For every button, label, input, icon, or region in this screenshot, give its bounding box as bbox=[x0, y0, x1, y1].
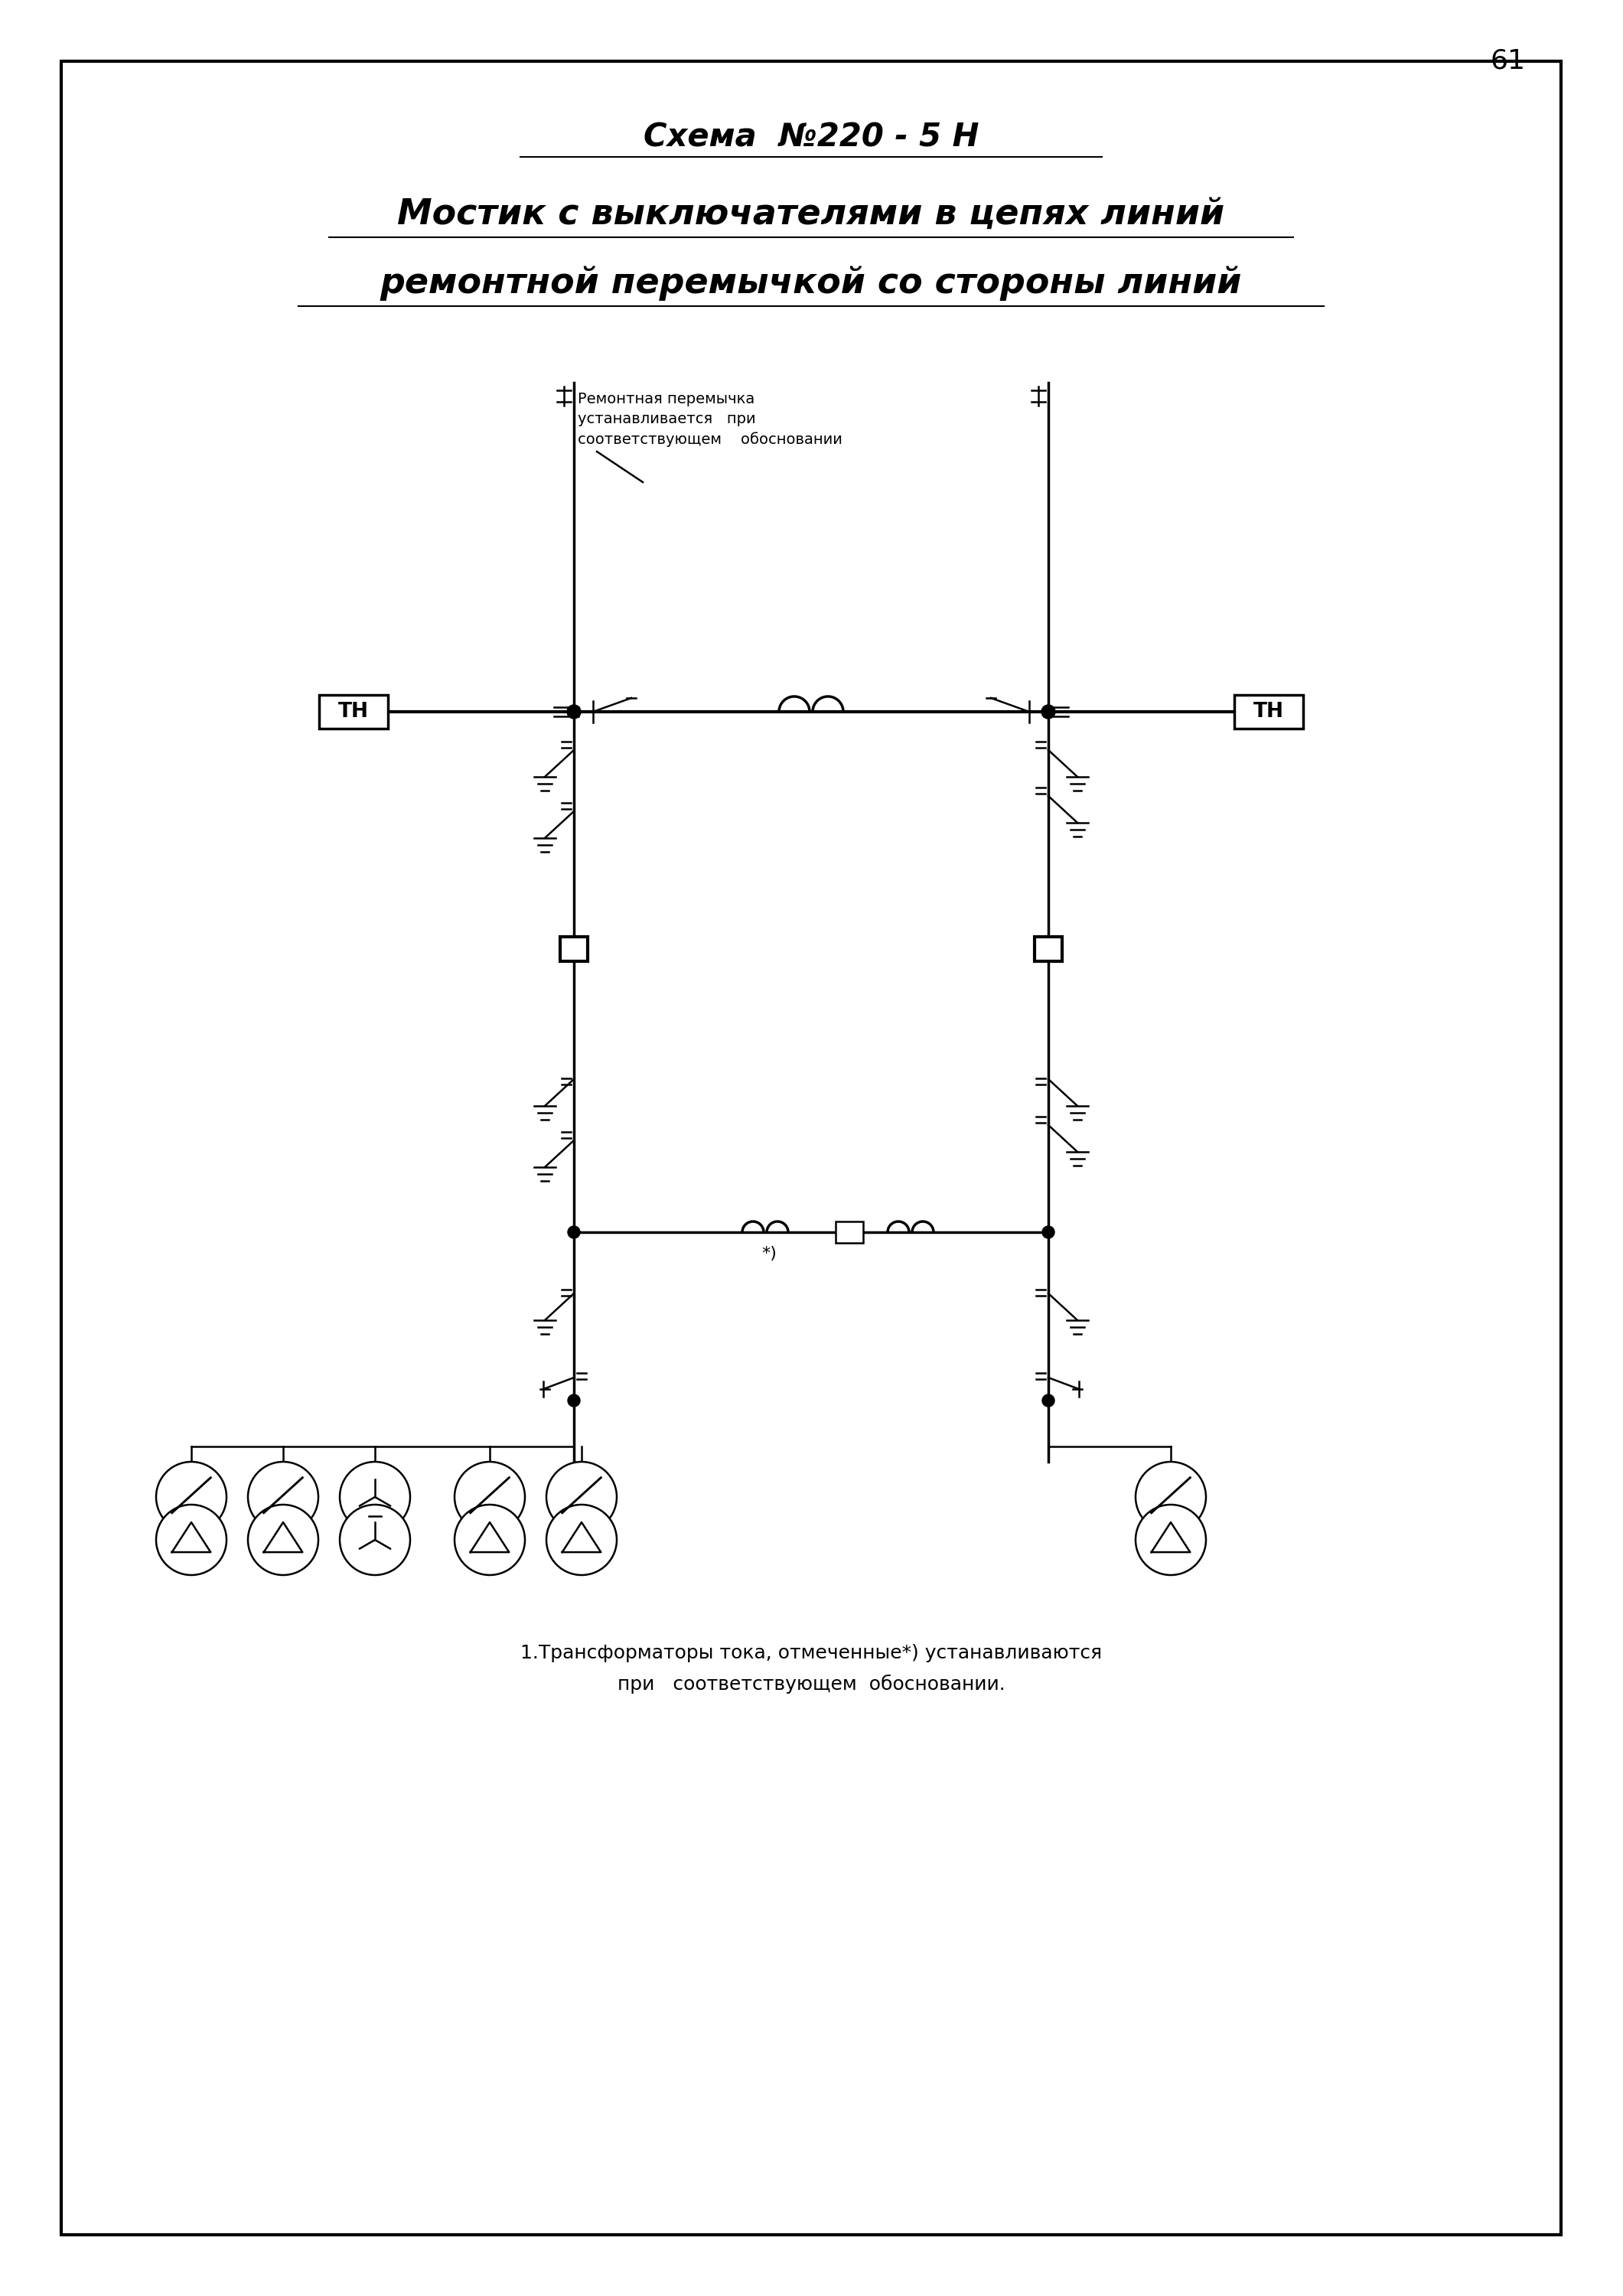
Text: ТН: ТН bbox=[1253, 703, 1284, 721]
Text: ТН: ТН bbox=[338, 703, 368, 721]
Bar bbox=[836, 1221, 863, 1242]
Bar bbox=[1233, 696, 1303, 728]
Text: Схема  №220 - 5 Н: Схема №220 - 5 Н bbox=[643, 122, 979, 154]
Circle shape bbox=[454, 1504, 524, 1575]
Circle shape bbox=[566, 705, 581, 719]
Circle shape bbox=[248, 1504, 318, 1575]
Bar bbox=[320, 696, 388, 728]
Circle shape bbox=[1042, 705, 1055, 719]
Text: *): *) bbox=[761, 1247, 777, 1261]
Circle shape bbox=[248, 1463, 318, 1531]
Text: устанавливается   при: устанавливается при bbox=[578, 411, 756, 427]
Circle shape bbox=[1042, 1394, 1055, 1407]
Text: соответствующем    обосновании: соответствующем обосновании bbox=[578, 432, 842, 448]
Text: 61: 61 bbox=[1490, 48, 1526, 73]
Circle shape bbox=[547, 1504, 617, 1575]
Circle shape bbox=[1042, 1226, 1055, 1238]
Circle shape bbox=[339, 1504, 411, 1575]
Circle shape bbox=[568, 1226, 579, 1238]
Text: Ремонтная перемычка: Ремонтная перемычка bbox=[578, 393, 755, 406]
Circle shape bbox=[156, 1504, 227, 1575]
Bar bbox=[1034, 937, 1061, 962]
Circle shape bbox=[156, 1463, 227, 1531]
Circle shape bbox=[1136, 1463, 1206, 1531]
Text: при   соответствующем  обосновании.: при соответствующем обосновании. bbox=[617, 1674, 1005, 1694]
Circle shape bbox=[1136, 1504, 1206, 1575]
Text: ремонтной перемычкой со стороны линий: ремонтной перемычкой со стороны линий bbox=[380, 266, 1242, 301]
Circle shape bbox=[547, 1463, 617, 1531]
Circle shape bbox=[339, 1463, 411, 1531]
Bar bbox=[560, 937, 588, 962]
Text: 1.Трансформаторы тока, отмеченные*) устанавливаются: 1.Трансформаторы тока, отмеченные*) уста… bbox=[521, 1644, 1102, 1662]
Circle shape bbox=[454, 1463, 524, 1531]
Circle shape bbox=[568, 1394, 579, 1407]
Text: Мостик с выключателями в цепях линий: Мостик с выключателями в цепях линий bbox=[398, 197, 1225, 232]
